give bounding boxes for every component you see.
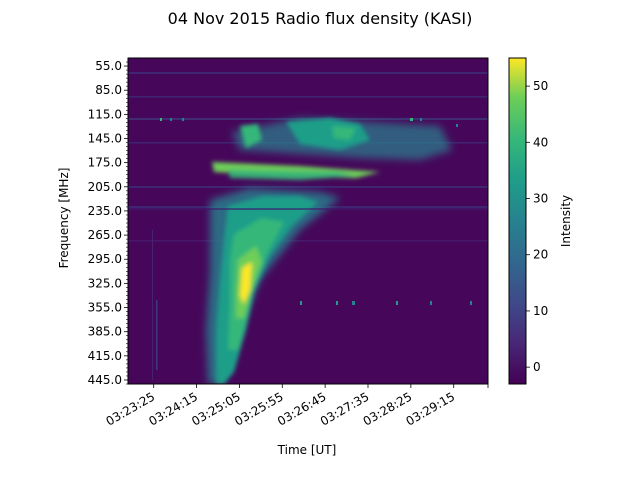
colorbar-tick-label: 0	[533, 360, 541, 374]
chart-title: 04 Nov 2015 Radio flux density (KASI)	[168, 9, 473, 28]
x-axis-label: Time [UT]	[277, 443, 337, 457]
y-tick-label: 235.0	[88, 204, 122, 218]
y-tick-label: 115.0	[88, 107, 122, 121]
y-tick-label: 205.0	[88, 180, 122, 194]
colorbar-tick-label: 50	[533, 79, 548, 93]
y-tick-label: 145.0	[88, 131, 122, 145]
colorbar-gradient	[508, 57, 527, 385]
colorbar-tick-label: 40	[533, 135, 548, 149]
y-tick-label: 295.0	[88, 252, 122, 266]
colorbar-tick-label: 10	[533, 304, 548, 318]
y-tick-label: 415.0	[88, 349, 122, 363]
plot-frame	[127, 57, 489, 385]
y-tick-label: 85.0	[95, 83, 122, 97]
y-tick-label: 355.0	[88, 301, 122, 315]
colorbar-tick-label: 30	[533, 192, 548, 206]
x-axis: 03:23:2503:24:1503:25:0503:25:5503:26:45…	[104, 384, 489, 429]
y-tick-label: 385.0	[88, 325, 122, 339]
colorbar: 0 10 20 30 40 50 Intensity	[508, 57, 573, 385]
y-axis-label: Frequency [MHz]	[57, 168, 71, 269]
y-tick-label: 175.0	[88, 156, 122, 170]
x-tick-label: 03:29:15	[404, 389, 458, 428]
spectrogram-image	[128, 58, 488, 384]
y-tick-label: 265.0	[88, 228, 122, 242]
colorbar-ticks: 0 10 20 30 40 50	[526, 79, 548, 374]
y-tick-label: 445.0	[88, 373, 122, 387]
y-tick-label: 325.0	[88, 276, 122, 290]
colorbar-label: Intensity	[559, 195, 573, 247]
y-axis: 55.0 85.0 115.0 145.0 175.0 205.0 235.0 265.0 29…	[88, 59, 128, 387]
y-tick-label: 55.0	[95, 59, 122, 73]
colorbar-tick-label: 20	[533, 248, 548, 262]
